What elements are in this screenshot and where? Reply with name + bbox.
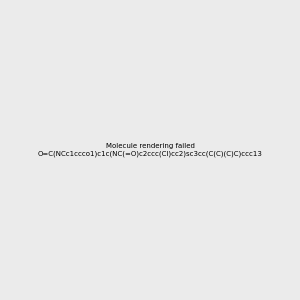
Text: Molecule rendering failed
O=C(NCc1ccco1)c1c(NC(=O)c2ccc(Cl)cc2)sc3cc(C(C)(C)C)cc: Molecule rendering failed O=C(NCc1ccco1)… [38,143,262,157]
